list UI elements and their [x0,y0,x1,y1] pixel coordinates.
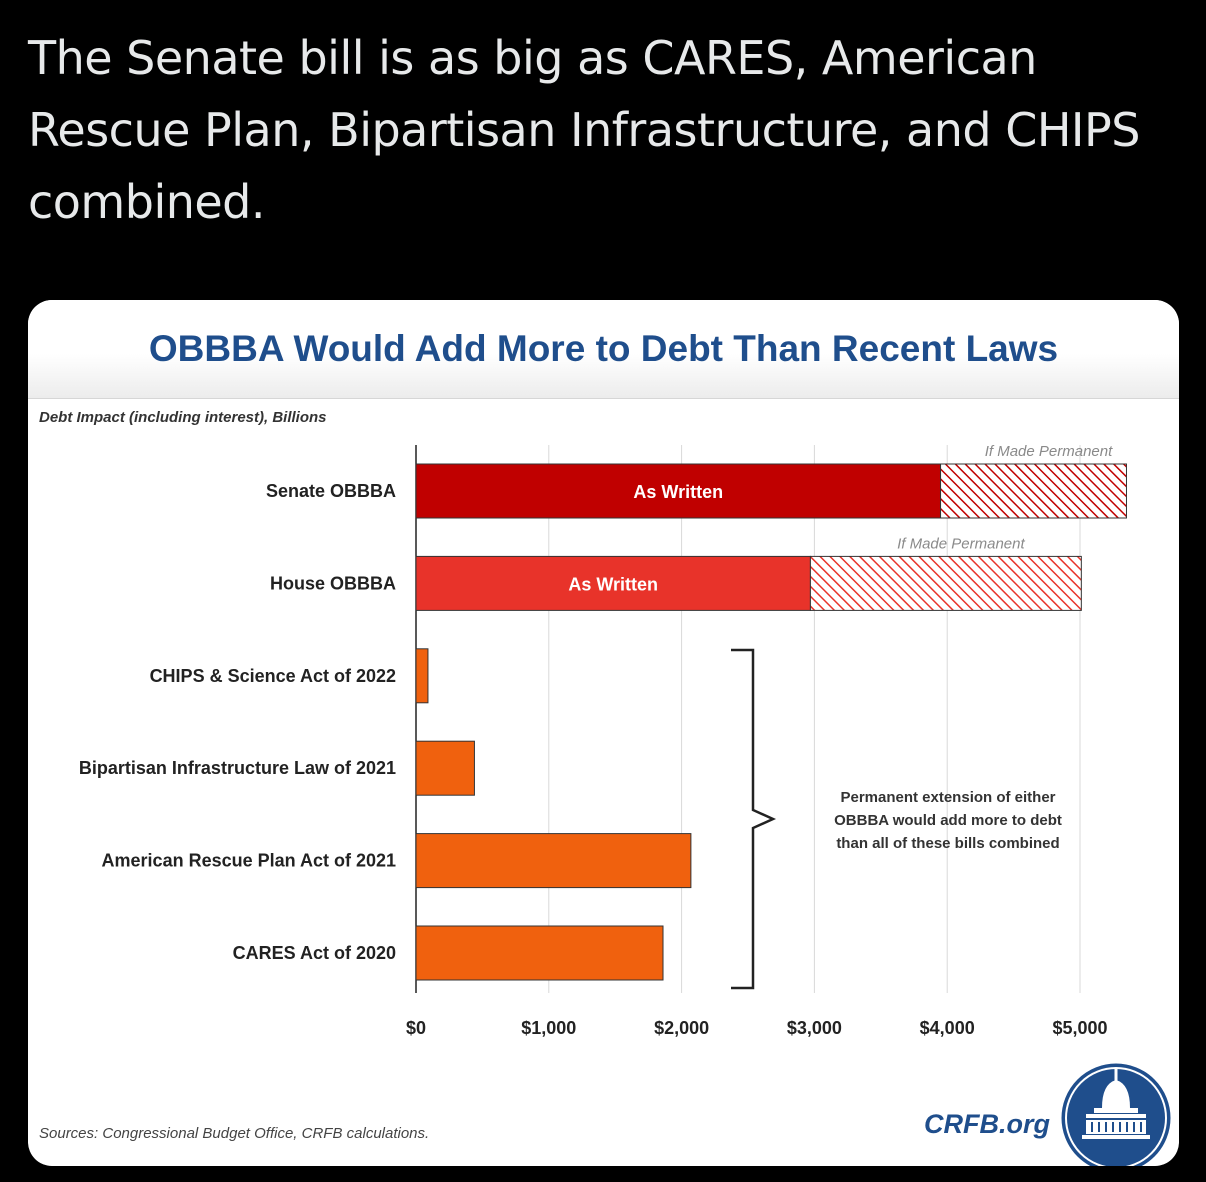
chart-title: OBBBA Would Add More to Debt Than Recent… [148,328,1059,369]
bar-if-made-permanent [940,463,1127,519]
x-axis-tick-labels: $0 $1,000 $2,000 $3,000 $4,000 $5,000 [406,1018,1108,1038]
x-tick-label: $0 [406,1018,426,1038]
bar-as-written [415,925,664,981]
brace-note-line-2: OBBBA would add more to debt [834,812,1062,829]
bar-as-written [415,740,475,796]
chart-header: OBBBA Would Add More to Debt Than Recent… [28,300,1179,399]
bar-as-written [415,555,811,611]
capitol-dome-seal-icon [1058,1060,1174,1166]
if-made-permanent-label: If Made Permanent [985,443,1113,460]
bar-as-written [415,833,692,889]
category-label: Bipartisan Infrastructure Law of 2021 [79,758,396,778]
category-label: CARES Act of 2020 [233,943,396,963]
grouping-brace [731,648,777,990]
chart-subtitle: Debt Impact (including interest), Billio… [39,409,327,426]
tweet-media-card[interactable]: OBBBA Would Add More to Debt Than Recent… [28,300,1179,1166]
x-tick-label: $1,000 [521,1018,576,1038]
x-tick-label: $5,000 [1052,1018,1107,1038]
brace-note-line-1: Permanent extension of either [840,789,1055,806]
x-tick-label: $2,000 [654,1018,709,1038]
if-made-permanent-label: If Made Permanent [897,535,1025,552]
source-note: Sources: Congressional Budget Office, CR… [39,1125,429,1142]
bar-as-written [415,463,942,519]
chart-svg: Debt Impact (including interest), Billio… [39,409,1174,1166]
category-label: House OBBBA [270,573,396,593]
crfb-brand-link[interactable]: CRFB.org [924,1109,1050,1139]
tweet-text: The Senate bill is as big as CARES, Amer… [28,31,1140,229]
category-labels: Senate OBBBA House OBBBA CHIPS & Science A… [79,481,396,963]
category-label: CHIPS & Science Act of 2022 [150,666,396,686]
x-tick-label: $3,000 [787,1018,842,1038]
bar-if-made-permanent [809,555,1082,611]
x-tick-label: $4,000 [920,1018,975,1038]
gridlines [415,445,1081,993]
bar-value-label: As Written [633,482,723,502]
bar-value-label: As Written [568,574,658,594]
category-label: Senate OBBBA [266,481,396,501]
bars: If Made Permanent As Written If Made Perma… [415,443,1127,981]
category-label: American Rescue Plan Act of 2021 [102,851,396,871]
bar-as-written [415,648,429,704]
brace-note-line-3: than all of these bills combined [836,835,1059,852]
